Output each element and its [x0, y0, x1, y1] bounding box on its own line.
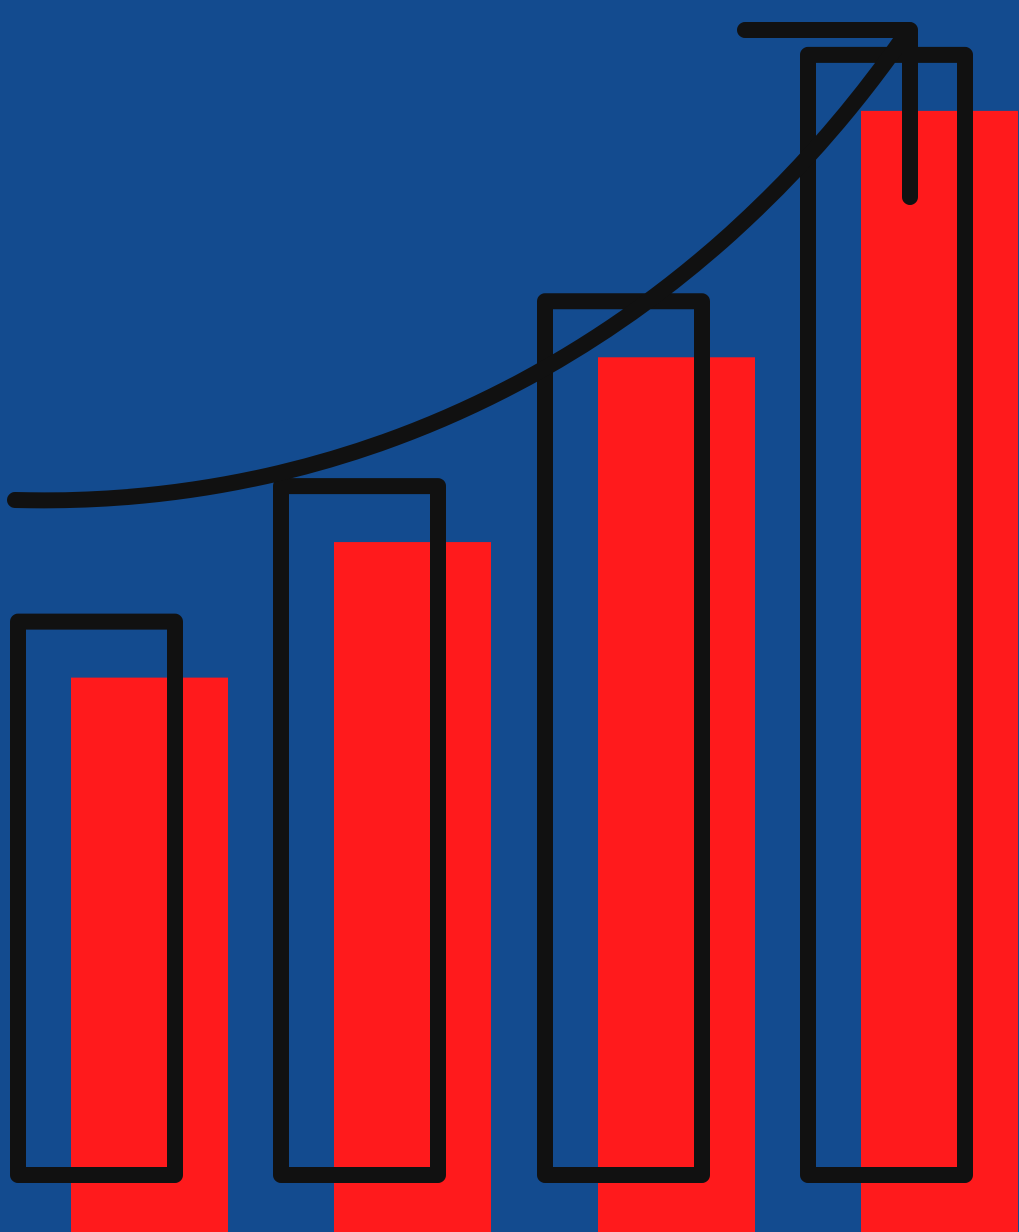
bar-fills [71, 110, 1018, 1232]
bar-2-fill [334, 542, 491, 1232]
bar-3-outline [537, 293, 710, 1183]
bar-outlines [10, 46, 973, 1183]
growth-arrow-curve [7, 27, 913, 509]
bar-1-outline [10, 613, 183, 1183]
bar-1-fill [71, 677, 228, 1232]
growth-arrow-icon [7, 22, 918, 509]
bar-3-fill [598, 357, 755, 1232]
bar-2-outline [273, 478, 446, 1183]
bar-4-fill [861, 110, 1018, 1232]
growth-arrow-head [737, 22, 918, 205]
